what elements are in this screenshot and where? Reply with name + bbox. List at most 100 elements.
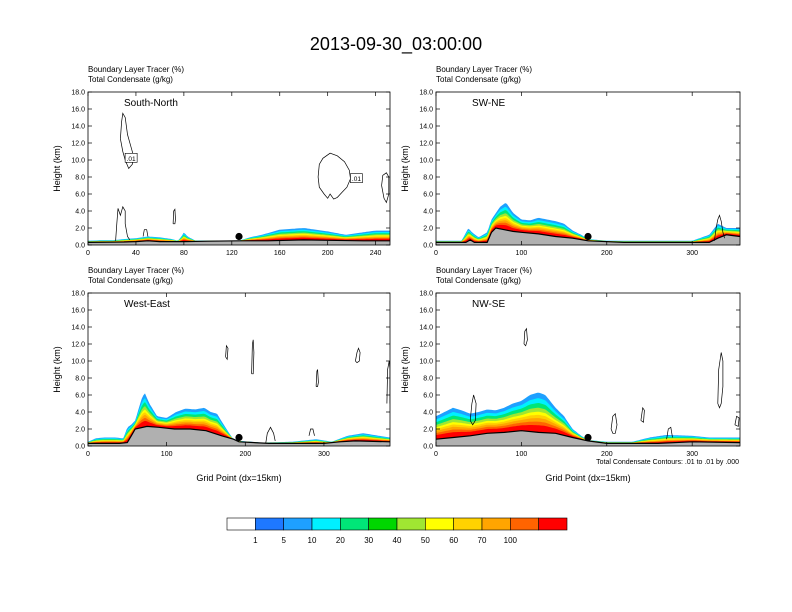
x-tick-label: 200 xyxy=(601,250,613,257)
y-tick-label: 8.0 xyxy=(423,376,433,383)
contour-line xyxy=(381,172,390,204)
y-axis-title: Height (km) xyxy=(52,346,62,393)
condensate-footnote: Total Condensate Contours: .01 to .01 by… xyxy=(596,459,739,466)
x-tick-label: 100 xyxy=(516,250,528,257)
y-tick-label: 18.0 xyxy=(71,90,85,97)
field-label: Boundary Layer Tracer (%) xyxy=(436,65,532,74)
location-marker xyxy=(235,232,243,241)
panel-label: NW-SE xyxy=(472,299,505,310)
x-tick-label: 0 xyxy=(434,451,438,458)
condensate-contours xyxy=(714,214,725,241)
y-tick-label: 16.0 xyxy=(71,107,85,114)
contour-line xyxy=(734,415,740,427)
colorbar-swatch xyxy=(255,517,284,531)
x-tick-label: 240 xyxy=(370,250,382,257)
y-tick-label: 10.0 xyxy=(419,359,433,366)
contour-line xyxy=(523,327,528,347)
colorbar-label: 1 xyxy=(253,536,258,545)
y-tick-label: 10.0 xyxy=(71,359,85,366)
y-tick-label: 10.0 xyxy=(419,158,433,165)
contour-line xyxy=(317,152,351,200)
x-axis-title: Grid Point (dx=15km) xyxy=(545,473,630,483)
colorbar-label: 60 xyxy=(449,536,458,545)
y-tick-label: 4.0 xyxy=(75,410,85,417)
contour-line xyxy=(142,229,149,237)
y-tick-label: 16.0 xyxy=(419,308,433,315)
contour-line xyxy=(251,339,255,375)
y-tick-label: 10.0 xyxy=(71,158,85,165)
y-tick-label: 18.0 xyxy=(419,291,433,298)
colorbar: 1 5 10 20 30 40 50 60 70 100 xyxy=(226,517,568,545)
x-tick-label: 0 xyxy=(434,250,438,257)
colorbar-label: 20 xyxy=(336,536,345,545)
panels: Boundary Layer Tracer (%)Total Condensat… xyxy=(52,65,741,483)
y-axis-title: Height (km) xyxy=(52,145,62,192)
contour-line xyxy=(666,426,673,440)
field-label: Total Condensate (g/kg) xyxy=(436,276,521,285)
contour-label: .01 xyxy=(352,176,361,183)
x-tick-label: 300 xyxy=(318,451,330,458)
colorbar-swatch xyxy=(425,517,454,531)
y-tick-label: 12.0 xyxy=(419,342,433,349)
field-label: Total Condensate (g/kg) xyxy=(436,75,521,84)
colorbar-swatch xyxy=(226,517,256,531)
x-tick-label: 100 xyxy=(161,451,173,458)
location-marker xyxy=(584,232,592,241)
contour-line xyxy=(308,428,315,436)
plot-frame xyxy=(435,91,741,246)
colorbar-swatch xyxy=(453,517,483,531)
contour-line xyxy=(315,369,319,387)
y-tick-label: 8.0 xyxy=(75,376,85,383)
colorbar-swatch xyxy=(396,517,426,531)
y-tick-label: 0.0 xyxy=(75,243,85,250)
condensate-contours xyxy=(225,339,390,444)
y-tick-label: 6.0 xyxy=(423,192,433,199)
x-tick-label: 300 xyxy=(686,451,698,458)
condensate-contours xyxy=(469,327,740,440)
y-tick-label: 2.0 xyxy=(75,226,85,233)
panel-0: Boundary Layer Tracer (%)Total Condensat… xyxy=(52,65,391,257)
x-tick-label: 120 xyxy=(226,250,238,257)
y-axis-title: Height (km) xyxy=(400,145,410,192)
y-tick-label: 6.0 xyxy=(75,192,85,199)
panel-2: Boundary Layer Tracer (%)Total Condensat… xyxy=(52,266,391,483)
colorbar-swatch xyxy=(538,517,568,531)
colorbar-label: 40 xyxy=(393,536,402,545)
contour-line xyxy=(120,112,134,170)
y-tick-label: 12.0 xyxy=(419,141,433,148)
field-label: Boundary Layer Tracer (%) xyxy=(88,65,184,74)
colorbar-label: 10 xyxy=(308,536,317,545)
y-tick-label: 12.0 xyxy=(71,342,85,349)
location-marker xyxy=(235,433,243,442)
x-tick-label: 0 xyxy=(86,451,90,458)
y-tick-label: 0.0 xyxy=(75,444,85,451)
contour-line xyxy=(225,344,229,361)
panel-label: SW-NE xyxy=(472,98,505,109)
condensate-contours xyxy=(115,112,390,241)
terrain-edge xyxy=(436,430,740,444)
y-tick-label: 0.0 xyxy=(423,243,433,250)
x-tick-label: 160 xyxy=(274,250,286,257)
y-tick-label: 14.0 xyxy=(419,325,433,332)
x-tick-label: 200 xyxy=(601,451,613,458)
y-tick-label: 2.0 xyxy=(423,427,433,434)
contour-line xyxy=(115,205,131,241)
y-tick-label: 14.0 xyxy=(419,124,433,131)
x-tick-label: 40 xyxy=(132,250,140,257)
y-tick-label: 6.0 xyxy=(423,393,433,400)
field-label: Boundary Layer Tracer (%) xyxy=(436,266,532,275)
contour-line xyxy=(172,208,176,225)
y-tick-label: 4.0 xyxy=(75,209,85,216)
colorbar-swatch xyxy=(481,517,511,531)
x-tick-label: 200 xyxy=(239,451,251,458)
field-label: Total Condensate (g/kg) xyxy=(88,75,173,84)
y-axis-title: Height (km) xyxy=(400,346,410,393)
y-tick-label: 6.0 xyxy=(75,393,85,400)
plot-frame xyxy=(87,292,391,447)
x-tick-label: 80 xyxy=(180,250,188,257)
y-tick-label: 2.0 xyxy=(423,226,433,233)
y-tick-label: 16.0 xyxy=(71,308,85,315)
colorbar-label: 70 xyxy=(478,536,487,545)
y-tick-label: 4.0 xyxy=(423,209,433,216)
